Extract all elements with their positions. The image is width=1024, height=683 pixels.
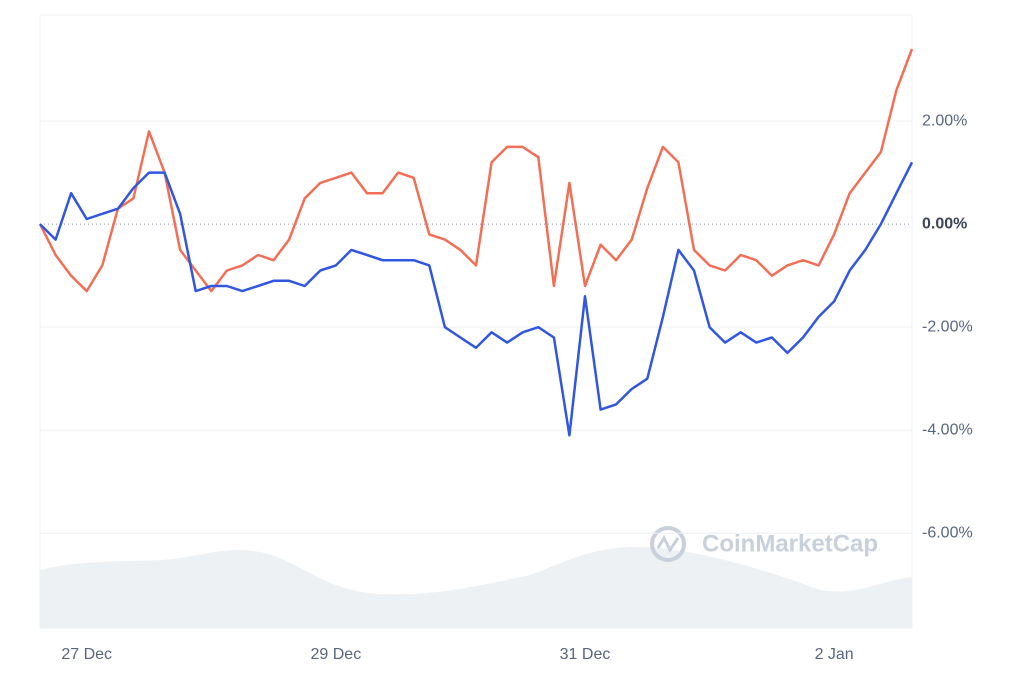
series-line [39,161,914,437]
y-tick-label: 2.00% [922,112,967,129]
x-tick-label: 31 Dec [560,646,611,663]
y-tick-label: -2.00% [922,318,973,335]
watermark-logo [650,526,686,562]
x-tick-label: 2 Jan [815,646,854,663]
y-tick-label: -4.00% [922,421,973,438]
volume-area [40,546,912,628]
series-line [38,48,914,293]
x-tick-label: 29 Dec [311,646,362,663]
y-tick-label: -6.00% [922,524,973,541]
watermark: CoinMarketCap [702,530,878,557]
y-tick-label: 0.00% [922,215,967,232]
x-tick-label: 27 Dec [61,646,112,663]
